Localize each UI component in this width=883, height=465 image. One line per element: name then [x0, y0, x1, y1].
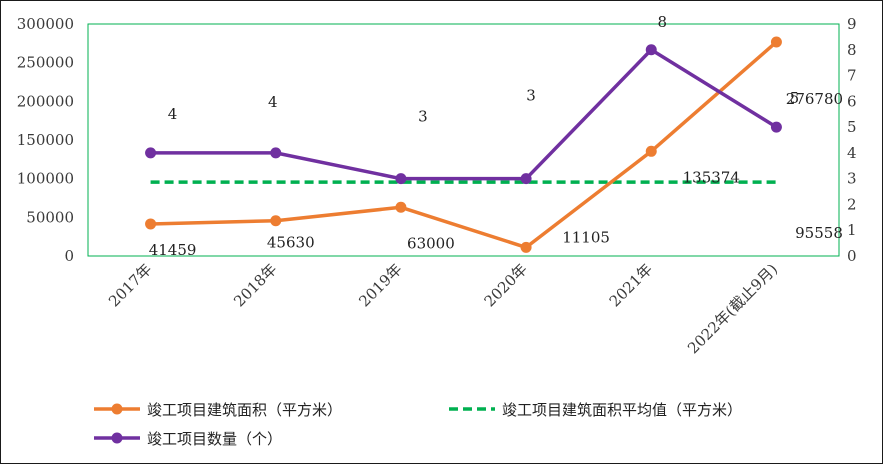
y-right-tick-label: 6 [847, 92, 857, 110]
area-series-point [520, 241, 532, 253]
y-right-tick-label: 9 [847, 15, 857, 33]
average-data-label: 95558 [795, 224, 843, 242]
count-data-label: 5 [790, 89, 800, 107]
area-series-point [395, 201, 407, 213]
x-tick-label: 2022年(截止9月) [684, 260, 781, 357]
y-right-tick-label: 5 [847, 118, 857, 136]
area-data-label: 11105 [562, 228, 610, 246]
area-series-line [150, 40, 778, 250]
y-right-tick-label: 3 [847, 170, 857, 188]
y-left-tick-label: 250000 [17, 54, 74, 72]
legend-swatch-marker [111, 403, 123, 415]
plot-area-border [87, 23, 840, 257]
y-left-tick-label: 50000 [26, 208, 74, 226]
y-left-tick-label: 0 [64, 247, 74, 265]
area-data-label: 41459 [149, 241, 197, 259]
area-series-point [770, 36, 782, 48]
x-tick-label: 2019年 [355, 260, 405, 310]
area-series-point [270, 215, 282, 227]
count-data-label: 8 [657, 13, 667, 31]
area-data-label: 63000 [407, 234, 455, 252]
area-data-label: 45630 [267, 234, 315, 252]
y-left-tick-label: 200000 [17, 92, 74, 110]
count-data-label: 3 [526, 87, 536, 105]
count-data-label: 4 [268, 93, 278, 111]
count-data-label: 3 [418, 108, 428, 126]
x-tick-label: 2017年 [105, 260, 155, 310]
count-series-point [645, 44, 657, 56]
count-series-point [520, 173, 532, 185]
legend-label: 竣工项目建筑面积平均值（平方米） [502, 401, 742, 419]
count-series-point [770, 121, 782, 133]
y-left-tick-label: 100000 [17, 170, 74, 188]
legend-swatch-marker [111, 432, 123, 444]
y-right-tick-label: 4 [847, 144, 857, 162]
y-right-tick-label: 1 [847, 221, 857, 239]
y-right-tick-label: 7 [847, 67, 857, 85]
y-right-tick-label: 0 [847, 247, 857, 265]
area-series-point [645, 145, 657, 157]
count-series-point [395, 173, 407, 185]
y-left-tick-label: 300000 [17, 15, 74, 33]
y-right-tick-label: 8 [847, 41, 857, 59]
x-tick-label: 2021年 [606, 260, 656, 310]
area-data-label: 276780 [786, 90, 843, 108]
count-series-point [145, 147, 157, 159]
count-data-label: 4 [168, 105, 178, 123]
count-series-line [150, 48, 778, 181]
y-right-tick-label: 2 [847, 195, 857, 213]
legend-label: 竣工项目数量（个） [147, 430, 282, 448]
x-tick-label: 2018年 [230, 260, 280, 310]
x-tick-label: 2020年 [481, 260, 531, 310]
area-data-label: 135374 [683, 168, 740, 186]
legend-label: 竣工项目建筑面积（平方米） [147, 401, 342, 419]
count-series-point [270, 147, 282, 159]
y-left-tick-label: 150000 [17, 131, 74, 149]
area-series-point [145, 218, 157, 230]
